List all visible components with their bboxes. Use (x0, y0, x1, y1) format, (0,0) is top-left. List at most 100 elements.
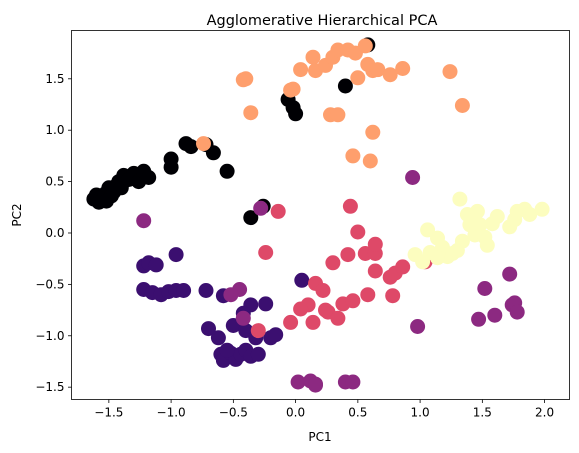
scatter-point (534, 201, 550, 217)
scatter-point (487, 307, 503, 323)
scatter-point (293, 62, 309, 78)
plot-frame (71, 30, 570, 400)
scatter-point (258, 296, 274, 312)
y-tick-label: −1.5 (35, 380, 64, 394)
scatter-point (357, 38, 373, 54)
scatter-point (210, 330, 226, 346)
x-tick-label: −0.5 (219, 406, 248, 420)
scatter-point (141, 170, 157, 185)
scatter-point (223, 287, 239, 303)
scatter-point (464, 213, 480, 229)
scatter-point (325, 255, 341, 271)
scatter-point (268, 327, 284, 343)
scatter-point (337, 78, 353, 94)
x-tick-label: 0.5 (348, 406, 367, 420)
x-tick-label: −1.5 (94, 406, 123, 420)
scatter-point (385, 288, 401, 304)
scatter-point (243, 105, 259, 121)
scatter-point (219, 163, 235, 179)
scatter-point (250, 323, 266, 339)
scatter-point (168, 247, 184, 263)
scatter-point (308, 377, 323, 393)
y-tick-label: 1.0 (45, 123, 64, 137)
scatter-point (176, 283, 192, 298)
scatter-point (430, 250, 445, 266)
scatter-point (345, 148, 361, 164)
scatter-point (183, 139, 199, 155)
scatter-point (235, 310, 251, 326)
scatter-point (243, 210, 259, 226)
scatter-point (415, 254, 431, 270)
x-tick-label: 0.0 (286, 406, 305, 420)
scatter-point (345, 293, 361, 309)
scatter-point (442, 64, 458, 80)
x-axis-label: PC1 (308, 430, 331, 444)
scatter-point (479, 237, 495, 253)
scatter-point (305, 314, 321, 330)
y-axis-label: PC2 (10, 203, 24, 226)
scatter-point (509, 304, 525, 320)
scatter-point (305, 49, 321, 65)
scatter-point (196, 136, 211, 152)
y-axis: −1.5 −1.0 −0.5 0.0 0.5 1.0 1.5 (35, 72, 72, 394)
x-tick-label: −1.0 (157, 406, 186, 420)
scatter-point (205, 145, 221, 161)
scatter-point (315, 283, 331, 298)
scatter-point (340, 247, 356, 263)
y-tick-label: 1.5 (45, 72, 64, 86)
scatter-point (405, 170, 421, 185)
scatter-point (345, 374, 361, 390)
scatter-point (350, 70, 366, 86)
scatter-point (290, 374, 306, 390)
scatter-point (489, 209, 505, 224)
y-tick-label: −0.5 (35, 277, 64, 291)
scatter-point (471, 311, 487, 327)
scatter-point (367, 263, 383, 279)
scatter-point (522, 207, 538, 222)
scatter-point (330, 107, 346, 123)
y-tick-label: 0.5 (45, 175, 64, 189)
scatter-point (318, 302, 333, 318)
scatter-point (250, 346, 266, 362)
scatter-point (370, 62, 386, 78)
scatter-point (163, 159, 179, 175)
scatter-point (502, 266, 518, 282)
scatter-point (201, 321, 216, 337)
scatter-point (219, 342, 235, 358)
scatter-point (293, 301, 309, 317)
scatter-point (294, 272, 310, 288)
scatter-point (330, 310, 346, 326)
points-layer (86, 37, 550, 393)
scatter-point (382, 67, 398, 83)
scatter-point (285, 81, 301, 97)
scatter-point (288, 106, 304, 122)
scatter-point (360, 287, 376, 303)
x-tick-label: 2.0 (535, 406, 554, 420)
scatter-point (198, 283, 214, 298)
scatter-point (454, 98, 470, 113)
scatter-point (395, 61, 411, 76)
scatter-point (238, 71, 254, 87)
scatter-point (367, 236, 383, 252)
chart-title: Agglomerative Hierarchical PCA (207, 13, 438, 29)
scatter-point (477, 281, 493, 296)
scatter-point (253, 200, 269, 216)
y-tick-label: −1.0 (35, 329, 64, 343)
scatter-point (365, 124, 381, 140)
scatter-point (342, 198, 358, 214)
scatter-point (258, 245, 274, 260)
x-axis: −1.5 −1.0 −0.5 0.0 0.5 1.0 1.5 2.0 (94, 399, 554, 420)
scatter-point (350, 224, 366, 240)
scatter-point (420, 222, 436, 238)
scatter-point (395, 259, 411, 275)
scatter-point (270, 203, 286, 219)
x-tick-label: 1.5 (473, 406, 492, 420)
scatter-point (410, 319, 426, 334)
y-tick-label: 0.0 (45, 226, 64, 240)
x-tick-label: 1.0 (411, 406, 430, 420)
scatter-point (454, 233, 470, 249)
scatter-point (362, 153, 378, 169)
scatter-point (148, 257, 164, 273)
scatter-point (136, 213, 152, 229)
